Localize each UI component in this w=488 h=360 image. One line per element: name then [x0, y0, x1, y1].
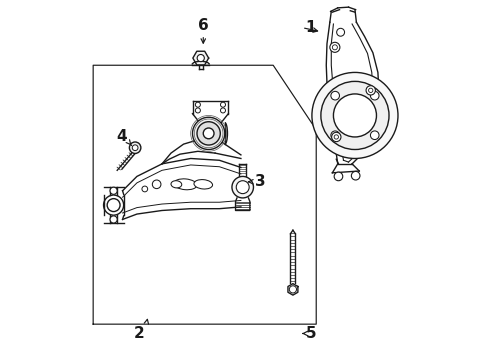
Text: 5: 5 [305, 326, 316, 341]
Ellipse shape [173, 179, 197, 190]
Circle shape [333, 94, 376, 137]
Circle shape [236, 181, 249, 194]
Circle shape [142, 186, 147, 192]
Circle shape [333, 135, 338, 139]
Circle shape [231, 176, 253, 198]
Circle shape [132, 145, 138, 150]
Circle shape [351, 171, 359, 180]
Circle shape [195, 102, 200, 107]
Circle shape [333, 172, 342, 181]
Circle shape [330, 91, 339, 100]
Circle shape [370, 131, 378, 140]
Circle shape [370, 91, 378, 100]
Circle shape [110, 216, 117, 223]
Circle shape [368, 88, 372, 93]
Ellipse shape [192, 117, 224, 149]
Ellipse shape [197, 122, 220, 145]
Circle shape [366, 86, 375, 95]
Circle shape [197, 54, 204, 62]
Circle shape [320, 81, 388, 149]
Circle shape [331, 132, 340, 141]
Ellipse shape [203, 128, 214, 139]
Circle shape [336, 28, 344, 36]
Circle shape [330, 131, 339, 140]
Circle shape [195, 108, 200, 113]
Circle shape [110, 187, 117, 194]
Circle shape [332, 45, 337, 50]
Text: 1: 1 [305, 20, 315, 35]
Text: 4: 4 [116, 130, 127, 144]
Circle shape [289, 286, 296, 293]
Polygon shape [192, 51, 208, 65]
Ellipse shape [194, 180, 212, 189]
Circle shape [220, 102, 225, 107]
Circle shape [129, 142, 141, 153]
Circle shape [311, 72, 397, 158]
Circle shape [329, 42, 339, 52]
Polygon shape [287, 284, 297, 295]
Text: 6: 6 [198, 18, 208, 33]
Circle shape [220, 108, 225, 113]
Text: 3: 3 [255, 174, 265, 189]
Text: 2: 2 [133, 326, 144, 341]
Circle shape [152, 180, 161, 189]
Ellipse shape [171, 181, 182, 188]
Circle shape [107, 199, 120, 212]
